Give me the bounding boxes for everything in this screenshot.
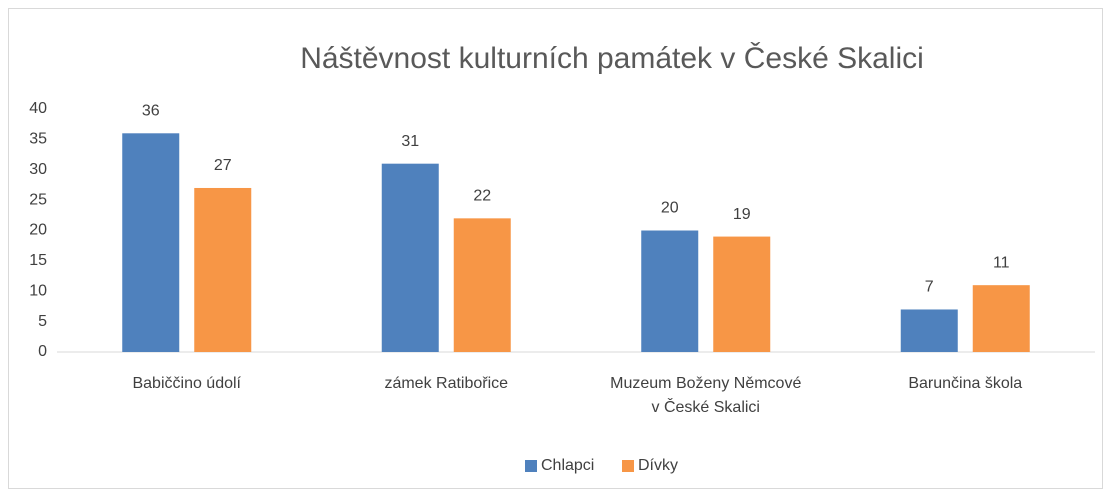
x-tick-label: Barunčina škola [908,375,1023,392]
data-label: 27 [214,157,232,174]
bar [713,236,771,352]
data-label: 22 [473,188,491,205]
x-tick-label: Muzeum Boženy Němcové v České Skalici [610,375,802,416]
y-tick-label: 10 [29,282,47,299]
y-tick-label: 30 [29,161,47,178]
data-label: 19 [733,206,751,223]
y-tick-label: 35 [29,131,47,148]
legend-label: Chlapci [541,457,594,474]
x-tick-label: zámek Ratibořice [384,375,509,392]
data-label: 20 [661,200,679,217]
y-tick-label: 15 [29,252,47,269]
chart-title: Náštěvnost kulturních památek v České Sk… [300,41,924,75]
y-tick-label: 0 [38,343,47,360]
y-tick-label: 5 [38,313,47,330]
bar [972,285,1030,352]
data-label: 7 [925,279,934,296]
data-label: 36 [142,103,160,120]
chart-frame [8,8,1103,489]
bar [381,163,439,352]
y-tick-label: 40 [29,100,47,117]
legend-label: Dívky [638,457,678,474]
bar [641,230,699,352]
legend-swatch [525,460,537,472]
bar [122,133,180,352]
data-label: 31 [401,133,419,150]
bar [194,187,252,352]
x-tick-label: Babiččino údolí [132,375,241,392]
y-tick-label: 25 [29,191,47,208]
y-tick-label: 20 [29,222,47,239]
bar [900,309,958,352]
bar [453,218,511,352]
data-label: 11 [993,254,1010,271]
legend-swatch [622,460,634,472]
